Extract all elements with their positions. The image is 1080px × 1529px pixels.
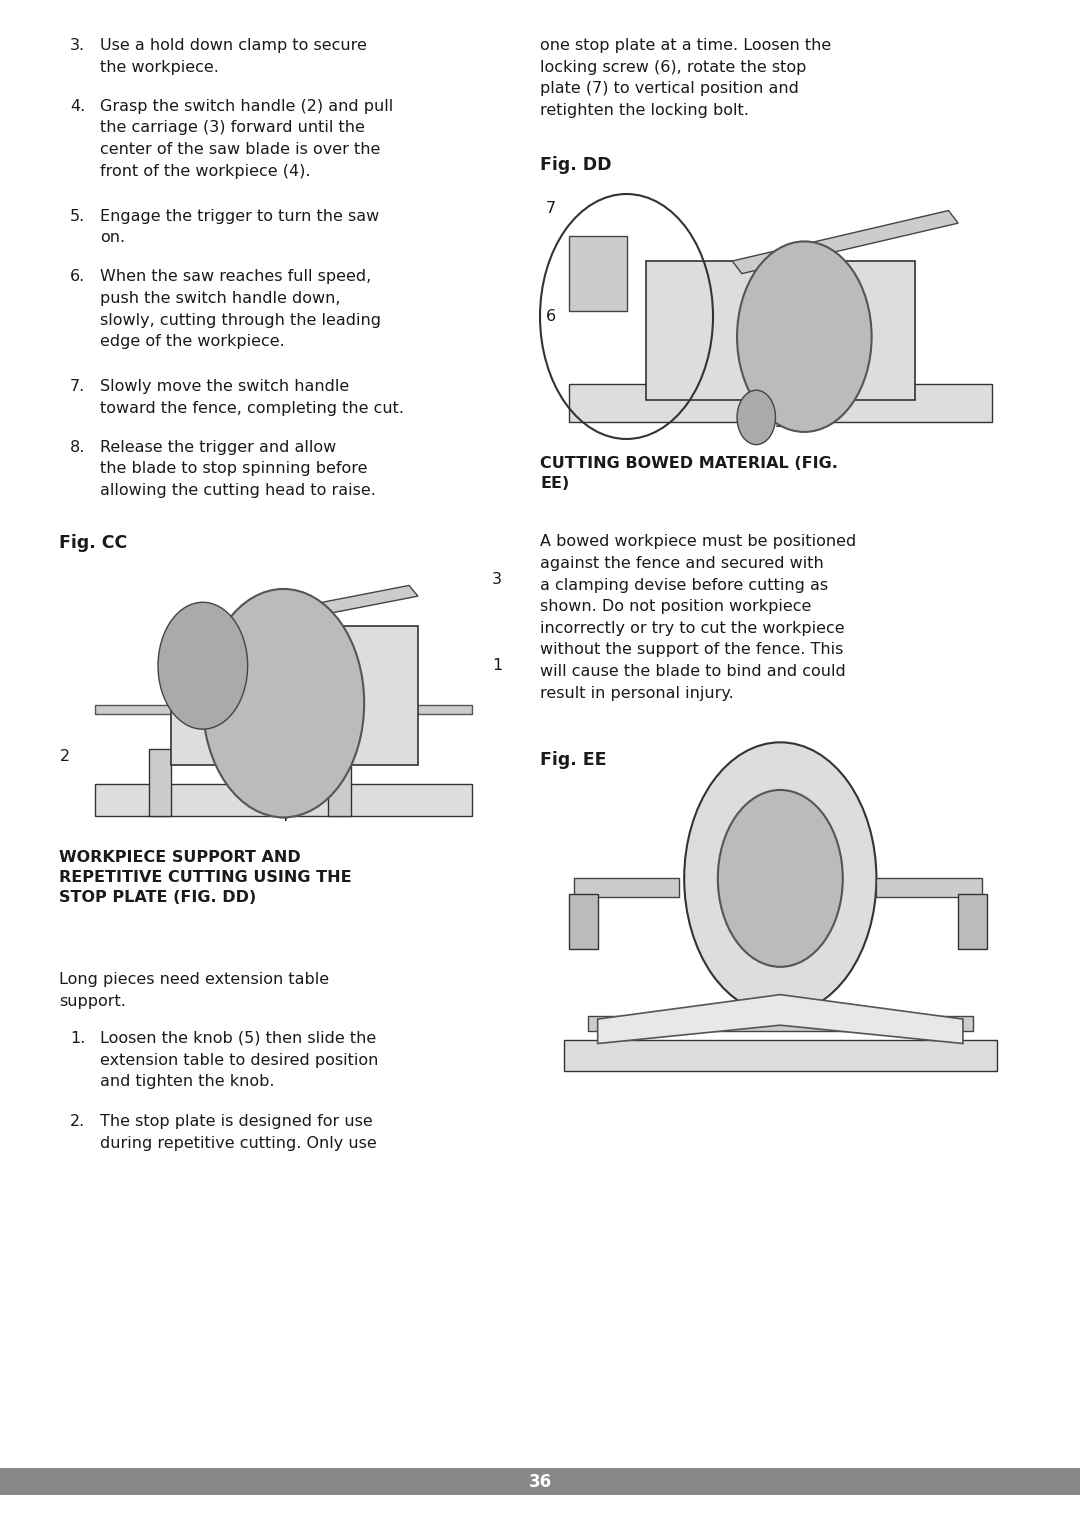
Text: 3: 3 bbox=[492, 572, 502, 587]
Polygon shape bbox=[597, 994, 963, 1043]
Text: 6: 6 bbox=[545, 309, 555, 324]
Text: 5.: 5. bbox=[70, 209, 85, 223]
Bar bbox=[573, 878, 679, 896]
Bar bbox=[569, 384, 991, 422]
Text: 8.: 8. bbox=[70, 440, 85, 454]
Text: Use a hold down clamp to secure
the workpiece.: Use a hold down clamp to secure the work… bbox=[100, 38, 367, 75]
Text: 4: 4 bbox=[279, 809, 288, 824]
Text: 1.: 1. bbox=[70, 1031, 85, 1046]
Text: The stop plate is designed for use
during repetitive cutting. Only use: The stop plate is designed for use durin… bbox=[100, 1115, 377, 1151]
Text: Fig. CC: Fig. CC bbox=[59, 534, 127, 552]
Bar bbox=[958, 893, 987, 948]
Bar bbox=[172, 625, 418, 764]
Polygon shape bbox=[732, 211, 958, 274]
Text: Fig. EE: Fig. EE bbox=[540, 751, 607, 769]
Text: 1: 1 bbox=[492, 657, 502, 673]
Text: When the saw reaches full speed,
push the switch handle down,
slowly, cutting th: When the saw reaches full speed, push th… bbox=[100, 269, 381, 349]
Circle shape bbox=[718, 790, 842, 966]
Text: Loosen the knob (5) then slide the
extension table to desired position
and tight: Loosen the knob (5) then slide the exten… bbox=[100, 1031, 379, 1089]
Text: A bowed workpiece must be positioned
against the fence and secured with
a clampi: A bowed workpiece must be positioned aga… bbox=[540, 535, 856, 700]
Bar bbox=[646, 261, 915, 399]
Text: 6.: 6. bbox=[70, 269, 85, 284]
Text: 36: 36 bbox=[528, 1472, 552, 1491]
Text: Grasp the switch handle (2) and pull
the carriage (3) forward until the
center o: Grasp the switch handle (2) and pull the… bbox=[100, 99, 394, 179]
Text: 5: 5 bbox=[775, 414, 785, 430]
Circle shape bbox=[737, 242, 872, 431]
Bar bbox=[876, 878, 982, 896]
Bar bbox=[328, 749, 351, 816]
Text: 7.: 7. bbox=[70, 379, 85, 394]
Circle shape bbox=[203, 589, 364, 818]
Polygon shape bbox=[216, 586, 418, 633]
Bar bbox=[149, 749, 172, 816]
Text: Slowly move the switch handle
toward the fence, completing the cut.: Slowly move the switch handle toward the… bbox=[100, 379, 404, 416]
Text: 4.: 4. bbox=[70, 99, 85, 113]
Bar bbox=[95, 784, 472, 816]
Bar bbox=[0, 1468, 1080, 1495]
Bar bbox=[588, 1015, 972, 1031]
Text: 2: 2 bbox=[59, 749, 69, 764]
Text: Release the trigger and allow
the blade to stop spinning before
allowing the cut: Release the trigger and allow the blade … bbox=[100, 440, 376, 498]
Text: Long pieces need extension table
support.: Long pieces need extension table support… bbox=[59, 972, 329, 1009]
Text: Engage the trigger to turn the saw
on.: Engage the trigger to turn the saw on. bbox=[100, 209, 380, 245]
Bar bbox=[569, 235, 626, 312]
Text: one stop plate at a time. Loosen the
locking screw (6), rotate the stop
plate (7: one stop plate at a time. Loosen the loc… bbox=[540, 38, 832, 118]
Text: 3.: 3. bbox=[70, 38, 85, 54]
Text: Fig. DD: Fig. DD bbox=[540, 156, 611, 174]
Circle shape bbox=[737, 390, 775, 445]
Text: CUTTING BOWED MATERIAL (FIG.
EE): CUTTING BOWED MATERIAL (FIG. EE) bbox=[540, 456, 838, 491]
Text: 7: 7 bbox=[545, 200, 555, 216]
Bar bbox=[95, 705, 472, 714]
Circle shape bbox=[685, 742, 877, 1014]
Bar bbox=[569, 893, 597, 948]
Text: WORKPIECE SUPPORT AND
REPETITIVE CUTTING USING THE
STOP PLATE (FIG. DD): WORKPIECE SUPPORT AND REPETITIVE CUTTING… bbox=[59, 850, 352, 905]
Bar bbox=[564, 1040, 997, 1070]
Text: 2.: 2. bbox=[70, 1115, 85, 1130]
Circle shape bbox=[158, 602, 247, 729]
